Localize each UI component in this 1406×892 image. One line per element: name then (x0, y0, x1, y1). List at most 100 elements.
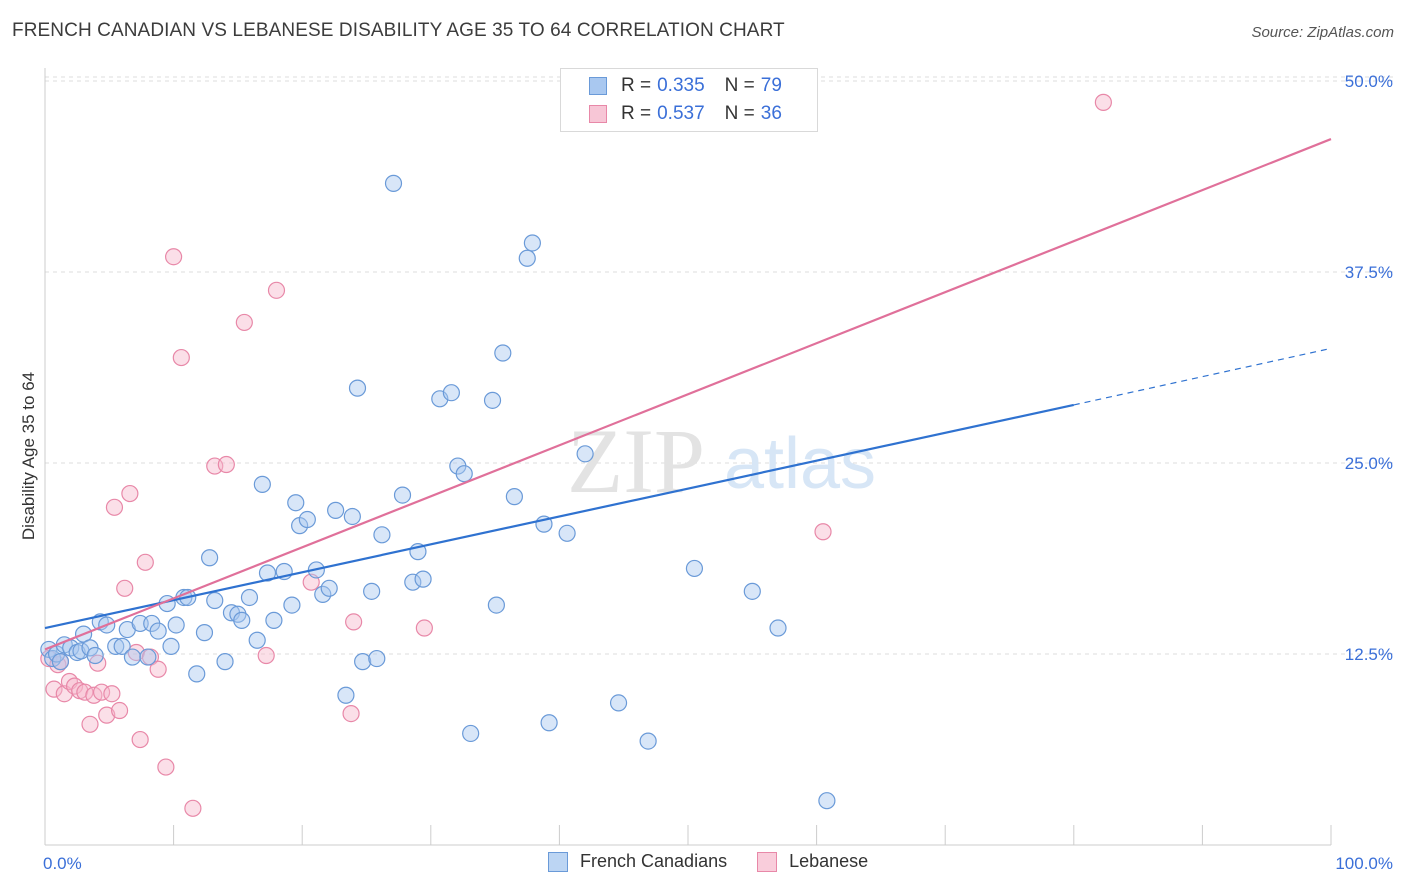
lebanese-point (184, 799, 202, 817)
y-tick-label: 50.0% (1345, 72, 1393, 91)
french-canadians-point (743, 582, 761, 600)
french-canadians-point (348, 379, 367, 397)
lebanese-point (149, 660, 167, 678)
french-canadians-point (167, 616, 185, 634)
french-canadians-point (337, 686, 355, 704)
french-canadians-point (518, 249, 536, 267)
french-canadians-point (123, 648, 142, 666)
gridlines (45, 76, 1395, 655)
axis-labels: 12.5% 25.0% 37.5% 50.0% 0.0% 100.0% Disability… (19, 72, 1393, 873)
french-canadians-point (558, 524, 576, 542)
r-key: R = (621, 75, 652, 96)
lebanese-point (165, 248, 183, 266)
french-canadians-point (287, 494, 305, 512)
lebanese-trend-line (44, 138, 1332, 651)
lebanese-point (81, 715, 99, 733)
lebanese-point (131, 730, 149, 749)
legend-label: French Canadians (580, 851, 728, 871)
french-canadians-point (86, 646, 104, 665)
french-canadians-point (51, 653, 70, 671)
french-canadians-point (414, 570, 432, 588)
french-canadians-point (368, 649, 386, 668)
r-value: 0.335 (657, 75, 705, 96)
axes (44, 68, 1332, 846)
french-canadians-trend-line (44, 403, 1075, 630)
french-canadians-point (149, 622, 167, 640)
french-canadians-point (393, 486, 412, 504)
french-canadians-point (818, 792, 836, 810)
french-canadians-point (505, 488, 523, 506)
french-canadians-point (769, 619, 787, 637)
legend-label: Lebanese (789, 851, 869, 871)
french-canadians-point (609, 694, 628, 712)
french-canadians-trend-extension (1073, 347, 1332, 406)
french-canadians-point (248, 631, 266, 649)
french-canadians-point (283, 596, 301, 614)
lebanese-point (76, 683, 94, 701)
french-canadians-point (298, 510, 316, 529)
lebanese-point (267, 281, 286, 299)
french-canadians-point (327, 501, 345, 519)
lebanese-point (217, 455, 235, 474)
y-tick-label: 37.5% (1345, 263, 1393, 282)
legend-item-lebanese[interactable]: Lebanese (757, 851, 868, 872)
french-canadians-point (384, 174, 403, 192)
french-canadians-point (483, 391, 502, 409)
correlation-legend: R = 0.335 N = 79 R = 0.537 N = 36 (560, 68, 818, 132)
french-canadians-point (404, 573, 422, 591)
lebanese-point (157, 758, 175, 776)
r-key: R = (621, 103, 652, 124)
french-canadians-point (113, 637, 131, 655)
watermark-zip: ZIP (567, 410, 705, 512)
lebanese-point (814, 523, 832, 541)
n-value: 36 (760, 103, 782, 124)
french-canadians-point (139, 648, 157, 666)
french-canadians-point (523, 234, 541, 252)
blue-swatch-icon (589, 77, 607, 95)
lebanese-point (136, 553, 154, 571)
french-canadians-point (201, 549, 219, 567)
french-canadians-point (373, 526, 391, 544)
lebanese-point (121, 484, 139, 503)
lebanese-points (40, 93, 1112, 817)
french-canadians-point (343, 507, 361, 526)
french-canadians-point (455, 465, 473, 483)
french-canadians-point (240, 588, 259, 607)
lebanese-point (1094, 93, 1112, 111)
french-canadians-point (354, 653, 372, 671)
r-value: 0.537 (657, 103, 705, 124)
watermark: ZIP atlas (567, 410, 876, 512)
lebanese-point (235, 313, 253, 332)
french-canadians-point (363, 582, 381, 600)
french-canadians-point (195, 624, 214, 642)
legend-row-lebanese: R = 0.537 N = 36 (561, 100, 782, 128)
legend-item-french-canadians[interactable]: French Canadians (548, 851, 727, 872)
blue-swatch-icon (548, 851, 568, 872)
french-canadians-point (206, 591, 224, 610)
french-canadians-point (265, 611, 283, 629)
chart-title: FRENCH CANADIAN VS LEBANESE DISABILITY A… (12, 20, 785, 41)
french-canadians-point (216, 653, 234, 671)
french-canadians-point (162, 637, 180, 655)
french-canadians-point (576, 445, 594, 463)
french-canadians-point (188, 665, 206, 683)
lebanese-point (415, 619, 433, 637)
lebanese-point (345, 613, 363, 631)
french-canadians-point (314, 585, 332, 604)
lebanese-point (110, 701, 129, 720)
french-canadians-point (639, 732, 657, 750)
n-key: N = (724, 75, 755, 96)
lebanese-point (116, 579, 134, 597)
pink-swatch-icon (757, 851, 778, 872)
n-key: N = (724, 103, 755, 124)
french-canadians-points (40, 174, 836, 810)
trend-lines (44, 138, 1332, 651)
x-tick-label: 100.0% (1335, 854, 1393, 873)
french-canadians-point (487, 596, 505, 614)
y-tick-label: 25.0% (1345, 454, 1393, 473)
french-canadians-point (494, 344, 512, 362)
lebanese-point (98, 706, 116, 724)
french-canadians-point (258, 564, 277, 582)
lebanese-point (105, 498, 124, 516)
french-canadians-point (685, 559, 704, 578)
